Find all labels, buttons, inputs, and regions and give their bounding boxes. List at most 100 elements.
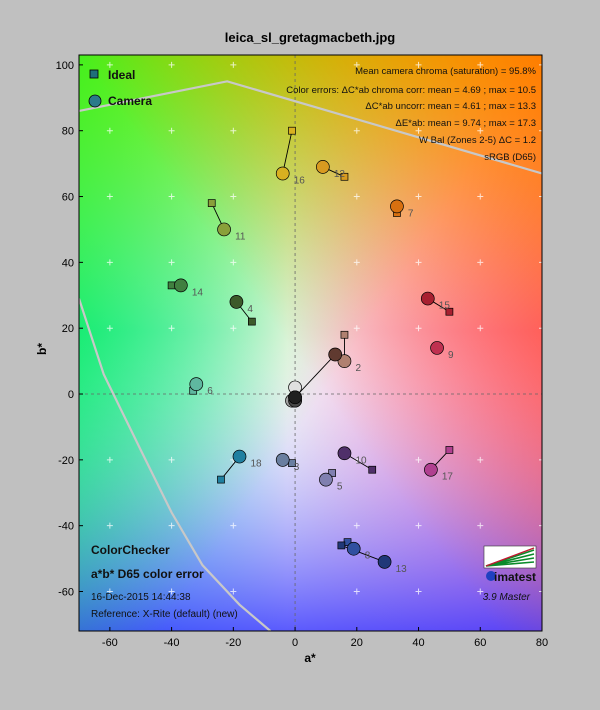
- grid-cross: [106, 193, 113, 200]
- grid-cross: [168, 325, 175, 332]
- patch-label-14: 14: [192, 287, 204, 298]
- ideal-marker-12: [340, 172, 349, 181]
- patch-label-17: 17: [442, 472, 454, 483]
- zero-lines: [79, 55, 542, 631]
- x-tick-label: -20: [225, 637, 241, 649]
- plot-area: 2 3 4 5 6 7 8 9 10 11 12 13 14 15 16 17 18: [79, 55, 542, 631]
- camera-marker-6: [189, 377, 204, 391]
- grid-cross: [168, 456, 175, 463]
- x-tick-label: 60: [474, 637, 486, 649]
- grid-cross: [415, 325, 422, 332]
- camera-marker-17: [424, 462, 438, 477]
- grid-cross: [106, 456, 113, 463]
- logo-stripe-red: [485, 547, 535, 567]
- ideal-marker-16: [288, 126, 296, 135]
- camera-marker-2: [337, 354, 352, 368]
- grid-cross: [230, 522, 237, 529]
- stat-chroma-corr: Color errors: ΔC*ab chroma corr: mean = …: [286, 85, 536, 96]
- patch-label-10: 10: [355, 455, 367, 466]
- grid-cross: [106, 522, 113, 529]
- y-axis-ticks: -60 -40 -20 0 20 40 60 80 100: [56, 60, 83, 599]
- patch-link-22: [294, 354, 336, 398]
- grid-cross: [106, 588, 113, 595]
- patch-link-16: [282, 130, 293, 174]
- grid-cross: [230, 588, 237, 595]
- patch-label-12: 12: [334, 169, 346, 180]
- grid-cross: [539, 588, 542, 595]
- camera-marker-15: [420, 291, 435, 306]
- ideal-marker-13: [337, 541, 346, 550]
- patch-cameras: [174, 160, 444, 569]
- y-tick-label: -60: [58, 587, 74, 599]
- ideal-marker-2: [340, 330, 349, 339]
- x-axis-label: a*: [304, 651, 316, 665]
- x-tick-label: -60: [102, 637, 118, 649]
- patch-label-11: 11: [235, 231, 246, 242]
- x-axis-ticks: -60 -40 -20 0 20 40 60 80: [102, 627, 548, 649]
- grid-cross: [539, 456, 542, 463]
- y-tick-label: -20: [58, 455, 74, 467]
- patch-label-16: 16: [294, 175, 306, 186]
- ideal-marker-10: [368, 465, 377, 474]
- gamut-boundary: [79, 80, 542, 631]
- grid-cross: [353, 325, 360, 332]
- patch-label-7: 7: [408, 208, 414, 219]
- grid-cross: [415, 259, 422, 266]
- camera-marker-12: [315, 160, 330, 174]
- camera-marker-8: [346, 541, 361, 556]
- patch-labels: 2 3 4 5 6 7 8 9 10 11 12 13 14 15 16 17 18: [192, 169, 454, 575]
- y-tick-label: 20: [62, 323, 74, 335]
- grid-cross: [106, 259, 113, 266]
- grid-cross: [477, 325, 484, 332]
- legend-camera-marker: [88, 94, 102, 108]
- grid-cross: [415, 522, 422, 529]
- y-tick-label: 60: [62, 192, 74, 204]
- grid-cross: [168, 193, 175, 200]
- ideal-marker-18: [217, 475, 225, 484]
- patch-label-6: 6: [207, 386, 213, 397]
- grid-cross: [477, 61, 484, 68]
- grid-cross: [415, 588, 422, 595]
- grid-cross: [477, 259, 484, 266]
- chart-name: ColorChecker: [91, 543, 170, 557]
- grid-crosses: [106, 61, 542, 595]
- grid-cross: [477, 588, 484, 595]
- grid-cross: [106, 325, 113, 332]
- grid-cross: [168, 127, 175, 134]
- patch-label-8: 8: [365, 551, 371, 562]
- grid-cross: [353, 193, 360, 200]
- grid-cross: [168, 61, 175, 68]
- camera-marker-5: [319, 472, 333, 487]
- chart-date: 16-Dec-2015 14:44:38: [91, 592, 191, 603]
- patch-label-5: 5: [337, 482, 343, 493]
- gamut-boundary-lower: [79, 298, 272, 631]
- legend-ideal-marker: [89, 69, 99, 79]
- ideal-marker-11: [207, 199, 216, 207]
- x-tick-label: 20: [351, 637, 363, 649]
- grid-cross: [106, 61, 113, 68]
- camera-marker-9: [430, 341, 444, 355]
- grid-cross: [539, 325, 542, 332]
- y-tick-label: 80: [62, 126, 74, 138]
- stat-chroma: Mean camera chroma (saturation) = 95.8%: [355, 66, 536, 77]
- grid-cross: [230, 61, 237, 68]
- camera-marker-18: [232, 449, 247, 464]
- legend-camera-label: Camera: [108, 94, 152, 108]
- camera-marker-22: [328, 347, 343, 362]
- version-text: 3.9 Master: [483, 592, 531, 603]
- stats-block: Mean camera chroma (saturation) = 95.8% …: [286, 66, 536, 163]
- grid-cross: [168, 259, 175, 266]
- grid-cross: [353, 522, 360, 529]
- patch-label-15: 15: [439, 301, 451, 312]
- grid-cross: [230, 259, 237, 266]
- camera-marker-16: [275, 166, 290, 181]
- grid-cross: [539, 127, 542, 134]
- stat-uncorr: ΔC*ab uncorr: mean = 4.61 ; max = 13.3: [365, 101, 536, 112]
- grid-cross: [168, 588, 175, 595]
- patch-label-2: 2: [355, 363, 361, 374]
- y-tick-label: 0: [68, 389, 74, 401]
- y-tick-label: 40: [62, 257, 74, 269]
- patch-label-9: 9: [448, 350, 454, 361]
- grid-cross: [477, 127, 484, 134]
